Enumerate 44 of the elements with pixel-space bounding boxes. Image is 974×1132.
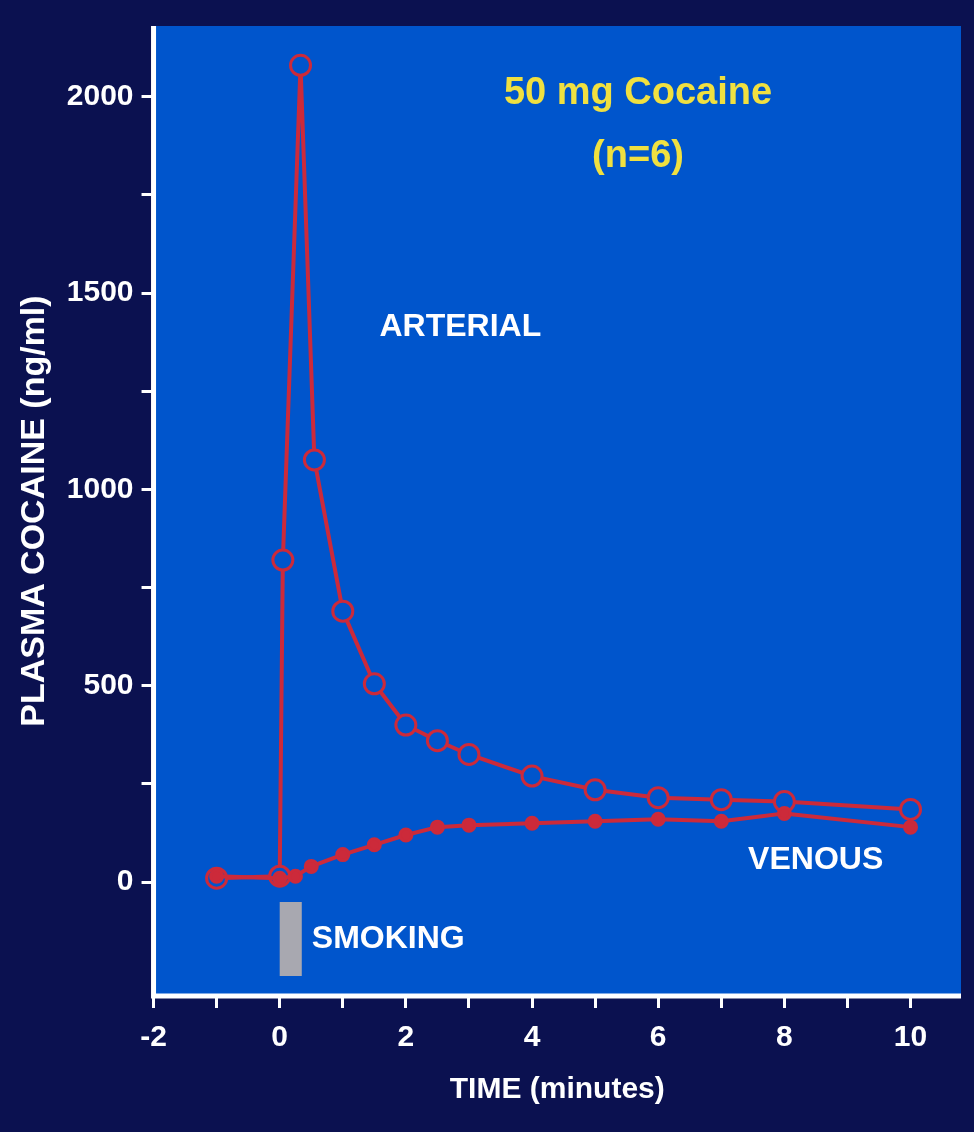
point	[331, 599, 355, 623]
point	[457, 742, 481, 766]
point	[394, 713, 418, 737]
y-tick-label: 2000	[66, 77, 134, 111]
point	[289, 53, 313, 77]
point	[302, 448, 326, 472]
point	[903, 819, 919, 835]
y-tick-label: 0	[116, 863, 134, 897]
point	[646, 786, 670, 810]
point	[524, 815, 540, 831]
point	[362, 672, 386, 696]
text: 50 mg Cocaine	[503, 70, 773, 113]
point	[271, 548, 295, 572]
x-tick-label: 10	[893, 1019, 928, 1053]
y-tick-label: 1000	[66, 470, 134, 504]
y-tick-label: 1500	[66, 274, 134, 308]
x-tick-label: -2	[140, 1019, 167, 1053]
point	[520, 764, 544, 788]
y-tick-label: 500	[83, 667, 134, 701]
x-axis-title: TIME (minutes)	[449, 1071, 665, 1105]
point	[583, 778, 607, 802]
point	[366, 837, 382, 853]
series-label: VENOUS	[748, 840, 884, 877]
point	[303, 858, 319, 874]
point	[587, 813, 603, 829]
x-tick-label: 8	[776, 1019, 793, 1053]
text: ARTERIAL	[379, 306, 542, 343]
point	[335, 847, 351, 863]
point	[429, 819, 445, 835]
x-tick-label: 2	[397, 1019, 415, 1053]
x-tick-label: 0	[271, 1019, 289, 1053]
point	[776, 805, 792, 821]
y-axis-title: PLASMA COCAINE (ng/ml)	[12, 295, 51, 727]
x-tick-label: 6	[649, 1019, 667, 1053]
point	[425, 729, 449, 753]
x-tick-label: 4	[523, 1019, 541, 1053]
text: (n=6)	[592, 133, 684, 176]
point	[713, 813, 729, 829]
band-label: SMOKING	[311, 918, 465, 955]
point	[461, 817, 477, 833]
point	[709, 788, 733, 812]
point	[899, 797, 923, 821]
point	[650, 811, 666, 827]
point	[398, 827, 414, 843]
